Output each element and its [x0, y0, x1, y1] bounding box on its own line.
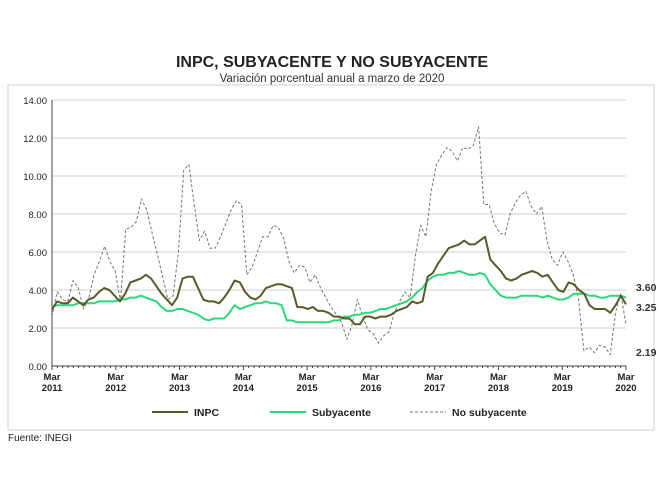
end-value-label: 3.25	[636, 302, 657, 314]
x-tick-label-month: Mar	[618, 372, 635, 383]
legend-label: No subyacente	[452, 407, 527, 419]
y-tick-label: 0.00	[29, 362, 48, 373]
x-tick-label-month: Mar	[44, 372, 61, 383]
chart-area-border	[7, 84, 655, 431]
series-line-inpc	[51, 235, 627, 326]
y-tick-label: 10.00	[23, 172, 47, 183]
end-value-label: 3.60	[636, 282, 657, 294]
x-tick-label-year: 2017	[424, 383, 445, 394]
x-tick-label-year: 2019	[552, 383, 573, 394]
y-tick-label: 6.00	[29, 248, 48, 259]
y-tick-label: 2.00	[29, 324, 48, 335]
x-tick-label-year: 2015	[297, 383, 319, 394]
y-tick-label: 12.00	[23, 134, 47, 145]
x-tick-label-month: Mar	[426, 372, 443, 383]
y-tick-label: 4.00	[29, 286, 48, 297]
legend-label: INPC	[194, 407, 220, 419]
chart-subtitle: Variación porcentual anual a marzo de 20…	[219, 73, 445, 85]
x-tick-label-month: Mar	[107, 372, 124, 383]
end-value-label: 2.19	[636, 347, 657, 359]
x-tick-label-month: Mar	[490, 372, 507, 383]
series-line-subyacente	[51, 270, 627, 324]
series-line-no-subyacente	[51, 126, 627, 356]
x-tick-label-year: 2011	[42, 383, 63, 394]
x-tick-label-year: 2012	[105, 383, 126, 394]
x-tick-label-month: Mar	[554, 372, 571, 383]
x-tick-label-month: Mar	[171, 372, 188, 383]
x-tick-label-year: 2018	[488, 383, 509, 394]
x-tick-label-month: Mar	[235, 372, 252, 383]
y-tick-label: 14.00	[23, 96, 47, 107]
x-tick-label-year: 2016	[360, 383, 381, 394]
y-tick-label: 8.00	[29, 210, 48, 221]
x-tick-label-year: 2020	[615, 383, 636, 394]
chart-title: INPC, SUBYACENTE Y NO SUBYACENTE	[175, 54, 489, 71]
x-tick-label-year: 2013	[169, 383, 190, 394]
legend-label: Subyacente	[312, 407, 371, 419]
x-tick-label-year: 2014	[233, 383, 255, 394]
x-tick-label-month: Mar	[362, 372, 379, 383]
source-note: Fuente: INEGI	[8, 433, 72, 444]
x-tick-label-month: Mar	[299, 372, 316, 383]
